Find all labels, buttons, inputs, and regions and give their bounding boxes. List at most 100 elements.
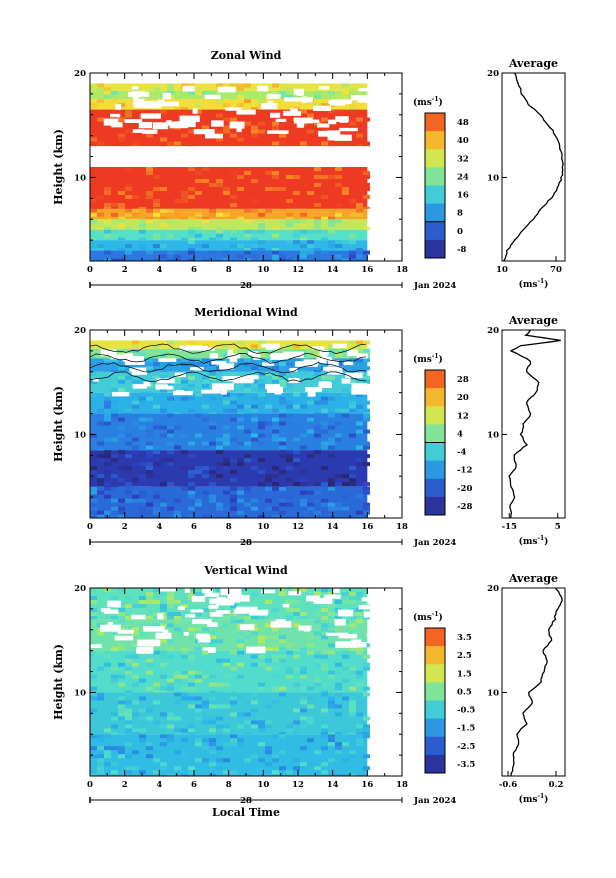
heatmap-cell (146, 442, 153, 446)
heatmap-cell (160, 450, 167, 451)
heatmap-cell (349, 199, 356, 203)
heatmap-cell (167, 146, 174, 147)
heatmap-cell (188, 724, 195, 728)
heatmap-cell (244, 362, 251, 366)
heatmap-cell (286, 724, 293, 728)
heatmap-cell (139, 426, 146, 430)
heatmap-cell (90, 507, 97, 511)
heatmap-cell (328, 175, 335, 179)
heatmap-cell (160, 392, 167, 393)
heatmap-cell (216, 130, 223, 134)
heatmap-cell (237, 405, 244, 409)
heatmap-cell (244, 712, 251, 716)
heatmap-cell (258, 728, 265, 732)
heatmap-cell (244, 758, 251, 762)
average-unit: (ms-1) (519, 535, 549, 547)
heatmap-cell (167, 728, 174, 732)
heatmap-cell (139, 470, 146, 474)
heatmap-cell (293, 600, 300, 604)
heatmap-cell (174, 446, 181, 450)
colorbar-unit: (ms-1) (413, 353, 443, 365)
heatmap-cell (314, 491, 321, 495)
heatmap-cell (104, 422, 111, 426)
heatmap-cell (174, 679, 181, 683)
heatmap-cell (258, 616, 265, 619)
colorbar-tick-label: 2.5 (457, 651, 472, 661)
heatmap-cell (195, 696, 202, 700)
heatmap-cell (321, 608, 328, 612)
heatmap-cell (349, 118, 356, 122)
heatmap-cell (293, 175, 300, 179)
heatmap-cell (272, 171, 279, 175)
heatmap-cell (349, 114, 356, 118)
heatmap-cell (223, 675, 230, 679)
heatmap-cell (118, 434, 125, 438)
heatmap-cell (314, 604, 321, 608)
heatmap-cell (195, 612, 202, 616)
heatmap-cell (160, 604, 167, 608)
heatmap-cell (174, 766, 181, 770)
heatmap-cell (118, 366, 125, 370)
heatmap-cell (160, 434, 167, 438)
heatmap-cell (90, 388, 97, 392)
heatmap-cell (167, 462, 174, 466)
heatmap-cell (251, 248, 258, 250)
heatmap-cell (307, 248, 314, 250)
heatmap-cell (293, 191, 300, 195)
heatmap-cell (97, 195, 104, 199)
heatmap-cell (216, 639, 223, 643)
heatmap-cell (188, 627, 195, 631)
heatmap-cell (167, 687, 174, 691)
heatmap-cell (118, 643, 125, 647)
heatmap-cell (328, 446, 335, 450)
y-axis-label: Height (km) (52, 129, 65, 205)
heatmap-cell (209, 724, 216, 728)
heatmap-cell (132, 126, 139, 130)
heatmap-cell (104, 482, 111, 486)
heatmap-cell (258, 499, 265, 503)
y-tick-label: 20 (74, 584, 86, 594)
heatmap-cell (251, 392, 258, 393)
colorbar-segment (425, 222, 445, 241)
heatmap-cell (335, 616, 342, 619)
heatmap-cell (279, 470, 286, 474)
heatmap-cell (237, 103, 244, 107)
heatmap-cell (279, 87, 286, 90)
heatmap-cell (286, 199, 293, 203)
heatmap-cell (111, 474, 118, 478)
heatmap-cell (90, 466, 97, 470)
missing-data-patch (187, 121, 196, 127)
heatmap-cell (111, 213, 118, 217)
heatmap-cell (209, 142, 216, 146)
heatmap-cell (174, 700, 181, 704)
heatmap-cell (300, 762, 307, 766)
heatmap-cell (328, 91, 335, 95)
heatmap-cell (139, 708, 146, 712)
colorbar-segment (425, 167, 445, 186)
heatmap-cell (202, 405, 209, 409)
heatmap-cell (300, 491, 307, 495)
heatmap-cell (195, 466, 202, 470)
heatmap-cell (153, 195, 160, 199)
heatmap-cell (314, 683, 321, 687)
heatmap-cell (321, 635, 328, 639)
heatmap-cell (125, 482, 132, 486)
heatmap-cell (363, 146, 370, 147)
heatmap-cell (209, 207, 216, 209)
heatmap-cell (139, 418, 146, 422)
x-tick-label: 16 (361, 522, 373, 532)
heatmap-cell (237, 762, 244, 766)
heatmap-cell (160, 734, 167, 738)
missing-data-patch (322, 353, 327, 358)
heatmap-cell (251, 631, 258, 635)
heatmap-cell (90, 213, 97, 217)
heatmap-cell (258, 130, 265, 134)
heatmap-cell (132, 380, 139, 384)
heatmap-cell (363, 491, 370, 495)
average-profile-line (509, 330, 561, 518)
heatmap-cell (167, 612, 174, 616)
heatmap-cell (307, 696, 314, 700)
heatmap-cell (342, 142, 349, 146)
heatmap-cell (363, 340, 370, 344)
heatmap-cell (258, 635, 265, 639)
